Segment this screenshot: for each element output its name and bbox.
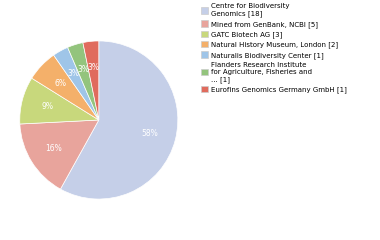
Legend: Centre for Biodiversity
Genomics [18], Mined from GenBank, NCBI [5], GATC Biotec: Centre for Biodiversity Genomics [18], M… xyxy=(201,3,347,93)
Wedge shape xyxy=(20,120,99,189)
Wedge shape xyxy=(83,41,99,120)
Text: 58%: 58% xyxy=(142,129,158,138)
Text: 16%: 16% xyxy=(46,144,62,152)
Text: 3%: 3% xyxy=(67,69,79,78)
Text: 3%: 3% xyxy=(77,65,89,74)
Text: 6%: 6% xyxy=(54,79,66,88)
Wedge shape xyxy=(32,55,99,120)
Text: 9%: 9% xyxy=(41,102,54,111)
Wedge shape xyxy=(68,42,99,120)
Wedge shape xyxy=(60,41,178,199)
Text: 3%: 3% xyxy=(87,63,100,72)
Wedge shape xyxy=(54,47,99,120)
Wedge shape xyxy=(20,78,99,124)
